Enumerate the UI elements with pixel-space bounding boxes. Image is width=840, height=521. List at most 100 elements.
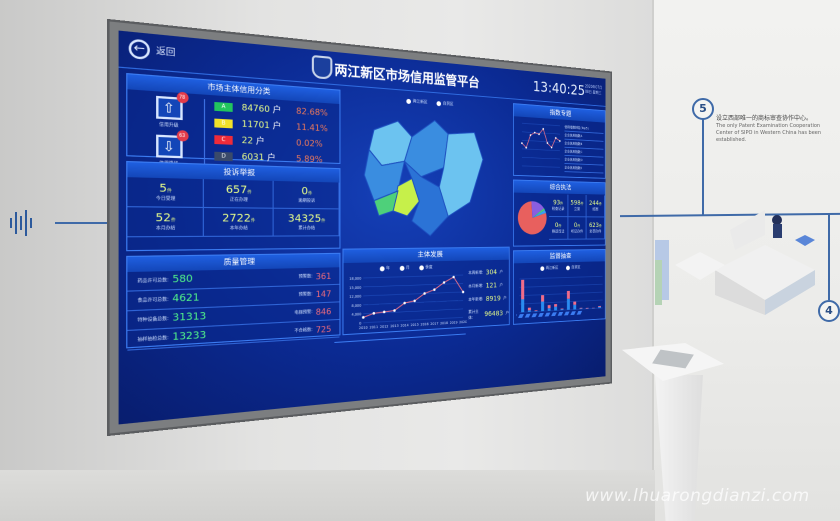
index-point[interactable] bbox=[547, 142, 549, 144]
inspection-bar[interactable] bbox=[598, 306, 601, 307]
grade-badge: B bbox=[214, 118, 232, 128]
map-legend-ftz[interactable]: 自贸区 bbox=[437, 100, 454, 107]
complaint-label: 今日受理 bbox=[127, 195, 202, 203]
x-tick-label: 2020 bbox=[459, 320, 466, 324]
complaint-stat[interactable]: 0件 逾期投诉 bbox=[274, 181, 339, 210]
inspection-bar-chart bbox=[516, 271, 604, 322]
enforcement-title: 综合执法 bbox=[514, 180, 605, 194]
milestone-5: 5 bbox=[692, 98, 714, 120]
inspection-bar[interactable] bbox=[561, 309, 564, 310]
enforcement-stat[interactable]: 0件 听证办件 bbox=[568, 217, 587, 239]
back-label: 返回 bbox=[156, 45, 175, 59]
index-list-item[interactable]: 企业信用指数E bbox=[564, 164, 603, 174]
complaint-unit: 件 bbox=[251, 217, 255, 222]
complaint-stat[interactable]: 34325件 累计办结 bbox=[274, 209, 339, 237]
enforcement-label: 听证办件 bbox=[568, 229, 586, 234]
credit-grade-row[interactable]: A 84760 户 82.68% bbox=[214, 100, 335, 120]
growth-stat-label: 累计主体: bbox=[468, 309, 481, 321]
grade-unit: 户 bbox=[256, 136, 265, 146]
inspection-bar[interactable] bbox=[548, 305, 551, 308]
complaint-value: 657 bbox=[226, 184, 248, 196]
complaint-unit: 件 bbox=[247, 189, 251, 195]
district-map[interactable] bbox=[344, 102, 508, 246]
index-point[interactable] bbox=[521, 142, 523, 144]
growth-point[interactable] bbox=[443, 281, 445, 284]
enforcement-stat[interactable]: 93件 检查记录 bbox=[549, 194, 568, 217]
map-area: 两江新区 自贸区 bbox=[344, 90, 508, 245]
growth-point[interactable] bbox=[393, 309, 395, 312]
x-tick-label bbox=[564, 312, 570, 316]
x-tick-label bbox=[516, 314, 517, 318]
index-point[interactable] bbox=[559, 140, 561, 142]
inspection-legend-ftz[interactable]: 自贸区 bbox=[566, 265, 580, 271]
x-tick-label: 2018 bbox=[440, 321, 448, 325]
growth-point[interactable] bbox=[362, 316, 365, 319]
inspection-bar[interactable] bbox=[573, 302, 576, 305]
enforcement-label: 结案 bbox=[587, 207, 604, 213]
inspection-bar[interactable] bbox=[541, 295, 544, 302]
inspection-bar[interactable] bbox=[521, 280, 524, 300]
inspection-bar[interactable] bbox=[528, 308, 531, 311]
growth-point[interactable] bbox=[403, 302, 405, 305]
inspection-bar[interactable] bbox=[554, 307, 557, 311]
y-tick-label: 15,000 bbox=[349, 286, 362, 290]
growth-stat-label: 本年新增: bbox=[468, 296, 483, 302]
credit-grade-row[interactable]: C 22 户 0.02% bbox=[214, 133, 335, 150]
warning-value: 361 bbox=[316, 271, 332, 281]
enforcement-stat[interactable]: 598件 立案 bbox=[568, 195, 587, 218]
growth-point[interactable] bbox=[433, 288, 435, 291]
inspection-bar[interactable] bbox=[567, 291, 570, 299]
credit-grade-row[interactable]: B 11701 户 11.41% bbox=[214, 116, 335, 134]
inspection-bar[interactable] bbox=[567, 299, 570, 310]
enforcement-stat[interactable]: 623件 处罚办件 bbox=[587, 217, 605, 239]
enforcement-stat[interactable]: 0件 移送司法 bbox=[549, 217, 568, 240]
inspection-bar[interactable] bbox=[541, 301, 544, 311]
gridline bbox=[363, 292, 463, 296]
credit-upgrade-button[interactable]: ⇧ 78 bbox=[155, 96, 182, 120]
growth-stat-value: 96483 bbox=[484, 310, 503, 319]
complaint-stat[interactable]: 5件 今日受理 bbox=[127, 177, 203, 208]
timeline-line-left bbox=[55, 222, 110, 224]
enforcement-label: 立案 bbox=[568, 206, 586, 212]
grade-percent: 82.68% bbox=[296, 106, 328, 117]
enforcement-value: 623 bbox=[589, 222, 599, 229]
map-legend-lj[interactable]: 两江新区 bbox=[406, 98, 427, 106]
inspection-bar[interactable] bbox=[521, 299, 524, 312]
growth-point[interactable] bbox=[373, 312, 376, 315]
credit-grade-row[interactable]: D 6031 户 5.89% bbox=[214, 150, 335, 166]
inspection-legend-lj[interactable]: 两江新区 bbox=[540, 265, 558, 271]
quality-value: 13233 bbox=[172, 330, 206, 343]
growth-stat-value: 304 bbox=[486, 268, 497, 276]
complaint-stat[interactable]: 52件 本月办结 bbox=[127, 207, 203, 237]
inspection-panel: 监督抽查 两江新区 自贸区 bbox=[513, 249, 606, 325]
inspection-bar[interactable] bbox=[598, 307, 601, 308]
inspection-bar[interactable] bbox=[548, 308, 551, 311]
inspection-bar[interactable] bbox=[528, 310, 531, 312]
back-button[interactable]: ← 返回 bbox=[129, 38, 176, 62]
milestone-5-text: 设立西部唯一的商标审查协作中心。 The only Patent Examinat… bbox=[716, 115, 826, 144]
growth-stat: 本年新增: 8919 户 bbox=[468, 294, 509, 303]
complaint-stat[interactable]: 657件 正在办理 bbox=[204, 179, 274, 209]
growth-point[interactable] bbox=[413, 299, 415, 302]
enforcement-unit: 件 bbox=[558, 223, 561, 228]
quality-value: 31313 bbox=[172, 311, 206, 324]
quality-label: 药品许可总数: bbox=[137, 277, 168, 285]
complaint-stat[interactable]: 2722件 本年办结 bbox=[204, 208, 274, 237]
inspection-bar[interactable] bbox=[554, 304, 557, 307]
growth-stat: 本周新增: 304 户 bbox=[468, 268, 509, 277]
credit-downgrade-button[interactable]: ⇩ 63 bbox=[155, 135, 182, 159]
growth-stat-value: 121 bbox=[486, 282, 497, 290]
growth-stat-unit: 户 bbox=[506, 310, 509, 316]
quality-value: 4621 bbox=[172, 293, 199, 305]
growth-point[interactable] bbox=[423, 292, 425, 295]
warning-label: 预警数: bbox=[299, 273, 313, 280]
enforcement-unit: 件 bbox=[560, 201, 563, 206]
inspection-bar[interactable] bbox=[573, 305, 576, 310]
grade-count: 84760 bbox=[242, 103, 270, 115]
enforcement-label: 检查记录 bbox=[549, 206, 567, 212]
enforcement-stat[interactable]: 244件 结案 bbox=[587, 195, 605, 217]
gridline bbox=[363, 284, 463, 287]
grade-count: 6031 bbox=[242, 152, 265, 163]
x-tick-label bbox=[538, 313, 544, 317]
page-title: 两江新区市场信用监管平台 bbox=[334, 59, 479, 91]
